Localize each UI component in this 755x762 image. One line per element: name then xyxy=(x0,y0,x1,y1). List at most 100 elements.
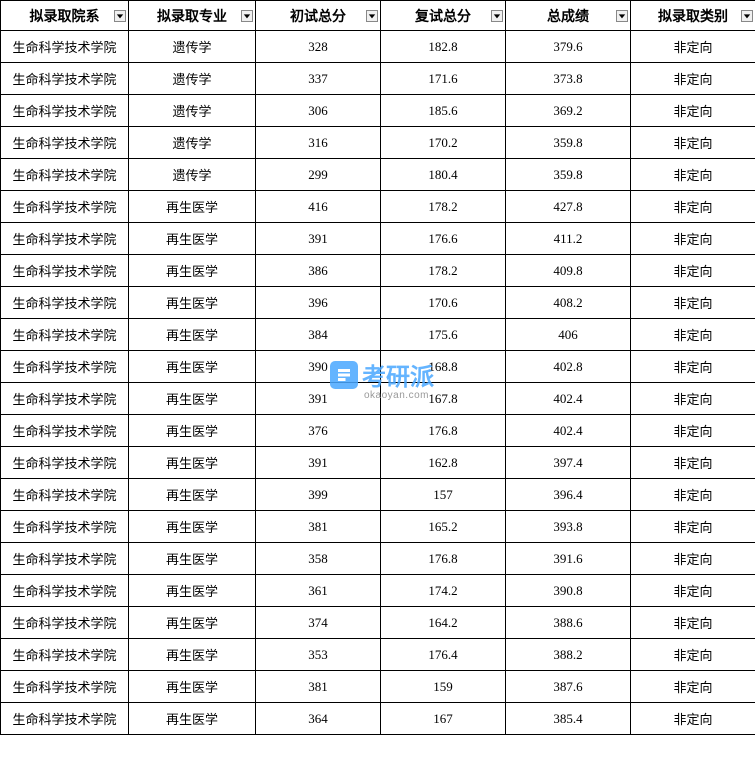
table-cell: 非定向 xyxy=(631,639,755,671)
table-cell: 170.6 xyxy=(381,287,506,319)
table-cell: 388.6 xyxy=(506,607,631,639)
column-header-label: 拟录取专业 xyxy=(157,10,227,25)
table-cell: 397.4 xyxy=(506,447,631,479)
table-cell: 非定向 xyxy=(631,607,755,639)
filter-dropdown-icon[interactable] xyxy=(241,10,253,22)
table-cell: 396.4 xyxy=(506,479,631,511)
table-cell: 非定向 xyxy=(631,671,755,703)
table-cell: 176.8 xyxy=(381,543,506,575)
table-row: 生命科学技术学院再生医学353176.4388.2非定向 xyxy=(1,639,755,671)
table-cell: 180.4 xyxy=(381,159,506,191)
filter-dropdown-icon[interactable] xyxy=(491,10,503,22)
filter-dropdown-icon[interactable] xyxy=(114,10,126,22)
column-header[interactable]: 拟录取专业 xyxy=(129,1,256,31)
table-cell: 176.6 xyxy=(381,223,506,255)
table-cell: 生命科学技术学院 xyxy=(1,607,129,639)
column-header[interactable]: 总成绩 xyxy=(506,1,631,31)
table-cell: 165.2 xyxy=(381,511,506,543)
table-cell: 再生医学 xyxy=(129,255,256,287)
table-body: 生命科学技术学院遗传学328182.8379.6非定向生命科学技术学院遗传学33… xyxy=(1,31,755,735)
table-cell: 非定向 xyxy=(631,511,755,543)
filter-dropdown-icon[interactable] xyxy=(616,10,628,22)
table-row: 生命科学技术学院再生医学391176.6411.2非定向 xyxy=(1,223,755,255)
table-cell: 再生医学 xyxy=(129,703,256,735)
table-cell: 遗传学 xyxy=(129,95,256,127)
table-cell: 非定向 xyxy=(631,447,755,479)
table-cell: 185.6 xyxy=(381,95,506,127)
table-row: 生命科学技术学院再生医学396170.6408.2非定向 xyxy=(1,287,755,319)
table-cell: 167.8 xyxy=(381,383,506,415)
table-cell: 386 xyxy=(256,255,381,287)
table-row: 生命科学技术学院遗传学337171.6373.8非定向 xyxy=(1,63,755,95)
table-cell: 再生医学 xyxy=(129,447,256,479)
table-cell: 182.8 xyxy=(381,31,506,63)
table-cell: 167 xyxy=(381,703,506,735)
column-header[interactable]: 初试总分 xyxy=(256,1,381,31)
table-cell: 非定向 xyxy=(631,255,755,287)
table-cell: 生命科学技术学院 xyxy=(1,447,129,479)
table-cell: 非定向 xyxy=(631,95,755,127)
table-header-row: 拟录取院系 拟录取专业 初试总分 复试总分 总成绩 拟录取类别 xyxy=(1,1,755,31)
table-cell: 再生医学 xyxy=(129,351,256,383)
table-cell: 生命科学技术学院 xyxy=(1,159,129,191)
table-cell: 391.6 xyxy=(506,543,631,575)
column-header-label: 拟录取类别 xyxy=(658,10,728,25)
table-row: 生命科学技术学院遗传学299180.4359.8非定向 xyxy=(1,159,755,191)
table-cell: 再生医学 xyxy=(129,575,256,607)
table-cell: 生命科学技术学院 xyxy=(1,351,129,383)
table-row: 生命科学技术学院再生医学391167.8402.4非定向 xyxy=(1,383,755,415)
table-row: 生命科学技术学院再生医学399157396.4非定向 xyxy=(1,479,755,511)
table-cell: 359.8 xyxy=(506,127,631,159)
table-cell: 生命科学技术学院 xyxy=(1,319,129,351)
table-cell: 159 xyxy=(381,671,506,703)
table-cell: 361 xyxy=(256,575,381,607)
table-cell: 178.2 xyxy=(381,191,506,223)
table-cell: 非定向 xyxy=(631,63,755,95)
table-cell: 再生医学 xyxy=(129,479,256,511)
table-cell: 369.2 xyxy=(506,95,631,127)
table-cell: 生命科学技术学院 xyxy=(1,639,129,671)
filter-dropdown-icon[interactable] xyxy=(366,10,378,22)
table-row: 生命科学技术学院再生医学364167385.4非定向 xyxy=(1,703,755,735)
table-row: 生命科学技术学院再生医学386178.2409.8非定向 xyxy=(1,255,755,287)
table-cell: 385.4 xyxy=(506,703,631,735)
filter-dropdown-icon[interactable] xyxy=(741,10,753,22)
table-cell: 353 xyxy=(256,639,381,671)
table-cell: 376 xyxy=(256,415,381,447)
admission-table-container: 拟录取院系 拟录取专业 初试总分 复试总分 总成绩 拟录取类别 生命科学技术学院遗传学32… xyxy=(0,0,755,735)
table-cell: 416 xyxy=(256,191,381,223)
column-header[interactable]: 拟录取院系 xyxy=(1,1,129,31)
table-cell: 316 xyxy=(256,127,381,159)
table-cell: 生命科学技术学院 xyxy=(1,671,129,703)
table-cell: 381 xyxy=(256,671,381,703)
table-row: 生命科学技术学院再生医学376176.8402.4非定向 xyxy=(1,415,755,447)
column-header-label: 总成绩 xyxy=(547,10,589,25)
table-cell: 374 xyxy=(256,607,381,639)
column-header[interactable]: 复试总分 xyxy=(381,1,506,31)
table-cell: 387.6 xyxy=(506,671,631,703)
table-cell: 非定向 xyxy=(631,703,755,735)
column-header-label: 初试总分 xyxy=(290,10,346,25)
column-header-label: 拟录取院系 xyxy=(30,10,100,25)
table-cell: 非定向 xyxy=(631,319,755,351)
table-cell: 非定向 xyxy=(631,191,755,223)
table-cell: 402.4 xyxy=(506,415,631,447)
table-row: 生命科学技术学院遗传学306185.6369.2非定向 xyxy=(1,95,755,127)
table-cell: 生命科学技术学院 xyxy=(1,415,129,447)
table-cell: 再生医学 xyxy=(129,639,256,671)
table-cell: 生命科学技术学院 xyxy=(1,31,129,63)
table-cell: 391 xyxy=(256,447,381,479)
table-cell: 非定向 xyxy=(631,543,755,575)
table-cell: 遗传学 xyxy=(129,127,256,159)
table-row: 生命科学技术学院再生医学358176.8391.6非定向 xyxy=(1,543,755,575)
table-cell: 427.8 xyxy=(506,191,631,223)
table-cell: 388.2 xyxy=(506,639,631,671)
table-cell: 178.2 xyxy=(381,255,506,287)
admission-table: 拟录取院系 拟录取专业 初试总分 复试总分 总成绩 拟录取类别 生命科学技术学院遗传学32… xyxy=(0,0,755,735)
table-cell: 299 xyxy=(256,159,381,191)
table-cell: 再生医学 xyxy=(129,671,256,703)
table-row: 生命科学技术学院再生医学391162.8397.4非定向 xyxy=(1,447,755,479)
table-cell: 411.2 xyxy=(506,223,631,255)
table-row: 生命科学技术学院遗传学328182.8379.6非定向 xyxy=(1,31,755,63)
column-header[interactable]: 拟录取类别 xyxy=(631,1,755,31)
